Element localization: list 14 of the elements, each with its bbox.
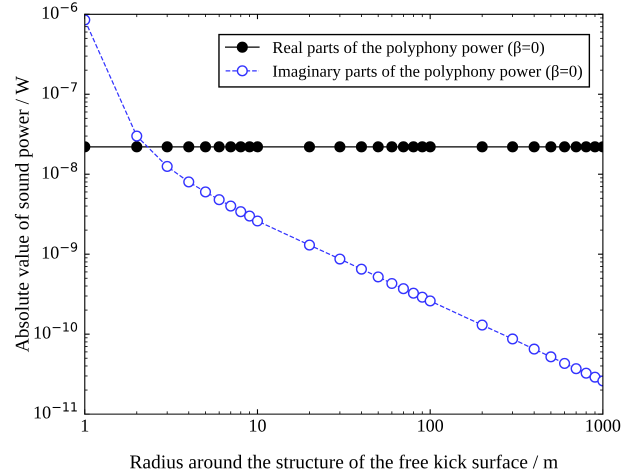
x-tick-label: 1000 (586, 420, 620, 432)
legend-label: Real parts of the polyphony power (β=0) (272, 41, 544, 57)
y-tick-label: 10$^{−7}$ (42, 82, 77, 99)
y-tick-label: 10$^{−9}$ (42, 242, 78, 259)
x-axis-title: Radius around the structure of the free kick surface / m (130, 454, 558, 468)
legend-label: Imaginary parts of the polyphony power (β=0) (272, 64, 582, 80)
y-axis-title: Absolute value of sound power / W (14, 76, 33, 352)
y-tick-label: 10$^{−11}$ (34, 402, 77, 419)
y-tick-label: 10$^{−8}$ (42, 162, 78, 179)
x-tick-label: 10 (250, 420, 266, 432)
x-tick-label: 100 (418, 420, 444, 432)
x-tick-label: 1 (82, 420, 88, 432)
y-tick-label: 10$^{−10}$ (34, 322, 78, 339)
y-tick-label: 10$^{−6}$ (42, 2, 78, 19)
